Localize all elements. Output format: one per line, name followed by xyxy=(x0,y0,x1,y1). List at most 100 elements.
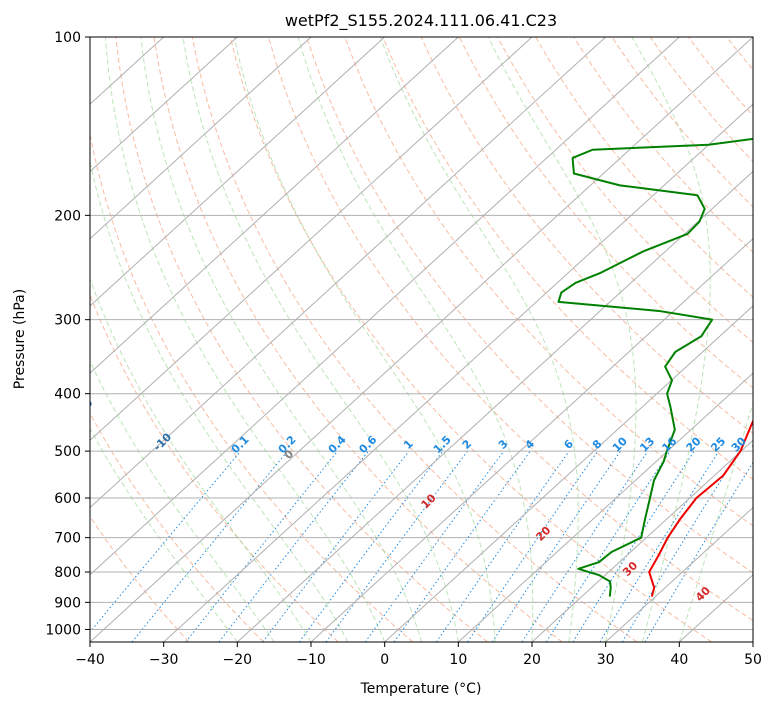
isotherm-line xyxy=(457,372,753,642)
dry-adiabat xyxy=(306,37,753,574)
isotherm-line xyxy=(384,305,753,642)
isotherm-line xyxy=(90,37,753,642)
dry-adiabat xyxy=(725,37,753,71)
y-tick-label: 600 xyxy=(54,491,81,507)
mixing-ratio-line xyxy=(467,450,599,642)
isotherm-line xyxy=(310,237,753,642)
y-tick-label: 900 xyxy=(54,595,81,611)
moist-adiabat xyxy=(379,37,579,642)
y-tick-label: 300 xyxy=(54,313,81,329)
mixing-ratio-label: 0.4 xyxy=(326,433,349,456)
y-axis-label: Pressure (hPa) xyxy=(12,289,28,389)
mixing-ratio-line xyxy=(298,450,444,642)
mixing-ratio-lines xyxy=(90,450,753,642)
mixing-ratio-label: 13 xyxy=(637,435,657,455)
dry-adiabat xyxy=(649,37,753,163)
isotherm-line xyxy=(605,506,753,642)
dry-adiabat xyxy=(229,37,712,642)
mixing-ratio-label: 3 xyxy=(496,437,511,452)
sounding-series xyxy=(557,137,753,597)
mixing-ratio-line xyxy=(572,450,695,642)
isotherm-line xyxy=(752,641,753,642)
moist-adiabat xyxy=(90,159,349,642)
x-tick-label: 20 xyxy=(523,652,541,668)
dry-adiabat xyxy=(573,37,753,253)
mixing-ratio-line xyxy=(218,450,369,642)
y-tick-label: 1000 xyxy=(45,622,81,638)
mixing-ratio-line xyxy=(262,450,410,642)
dry-adiabat xyxy=(497,37,753,344)
mixing-ratio-label: 0.2 xyxy=(276,433,299,456)
mixing-ratio-label: 0.6 xyxy=(356,433,379,456)
mixing-ratio-line xyxy=(621,450,740,642)
x-tick-label: −20 xyxy=(223,652,253,668)
adiabat-labels: -100-90-80-70-60-50-40-30-20-10010203040… xyxy=(72,396,770,604)
isotherm-line xyxy=(236,170,753,642)
y-tick-label: 700 xyxy=(54,531,81,547)
mixing-ratio-line xyxy=(90,450,242,633)
moist-adiabat xyxy=(631,37,711,642)
x-tick-label: 40 xyxy=(670,652,688,668)
isotherm-line xyxy=(90,37,312,240)
dry-adiabat-label: -20 xyxy=(72,396,95,419)
plot-frame xyxy=(89,36,754,643)
x-tick-label: 0 xyxy=(380,652,389,668)
moist-adiabat xyxy=(233,37,496,642)
mixing-ratio-line xyxy=(545,450,671,642)
mixing-ratio-label: 8 xyxy=(590,437,605,452)
moist-adiabat xyxy=(90,277,312,642)
moist-adiabat-label: 10 xyxy=(419,491,439,511)
mixing-ratio-line xyxy=(364,450,505,642)
moist-adiabat xyxy=(487,37,637,642)
mixing-ratio-label: 36 xyxy=(750,434,770,454)
x-tick-label: −30 xyxy=(149,652,179,668)
x-axis-label: Temperature (°C) xyxy=(360,681,482,697)
mixing-ratio-line xyxy=(436,450,570,642)
y-tick-label: 200 xyxy=(54,208,81,224)
y-tick-label: 400 xyxy=(54,387,81,403)
x-tick-label: 30 xyxy=(597,652,615,668)
isotherm-line xyxy=(531,439,753,642)
mixing-ratio-line xyxy=(599,450,720,642)
mixing-ratio-label: 25 xyxy=(708,435,728,455)
y-tick-label: 500 xyxy=(54,444,81,460)
moist-adiabat xyxy=(90,359,275,642)
dry-adiabat xyxy=(115,37,488,642)
mixing-ratio-label: 4 xyxy=(523,437,538,452)
dry-adiabat xyxy=(90,412,264,642)
x-tick-label: −40 xyxy=(75,652,105,668)
moist-adiabat xyxy=(678,401,753,642)
moist-adiabat xyxy=(140,37,422,642)
y-tick-label: 800 xyxy=(54,565,81,581)
moist-adiabat xyxy=(182,37,459,642)
isotherm-grid xyxy=(90,37,753,642)
mixing-ratio-label: 1 xyxy=(401,437,416,452)
dry-adiabat xyxy=(420,37,753,435)
mixing-ratio-line xyxy=(185,450,338,642)
dry-adiabat xyxy=(153,37,563,642)
moist-adiabat xyxy=(90,427,238,642)
mixing-ratio-line xyxy=(131,450,288,642)
moist-adiabat-label: 20 xyxy=(533,523,553,543)
moist-adiabat xyxy=(297,37,534,642)
dry-adiabat xyxy=(90,515,190,642)
x-tick-label: 10 xyxy=(449,652,467,668)
isotherm-line xyxy=(90,37,386,307)
isotherm-line xyxy=(90,37,459,374)
axis-ticks: −40 −30 −20 −10 0 10 20 30 40 50 100 200 300 400 500 60… xyxy=(45,30,762,668)
dry-adiabat xyxy=(765,37,775,642)
dry-adiabat xyxy=(268,37,753,622)
dewpoint-line xyxy=(557,137,753,597)
mixing-ratio-label: 0.1 xyxy=(229,433,252,456)
dry-adiabat xyxy=(611,37,753,208)
isotherm-line xyxy=(163,103,753,642)
isotherm-line xyxy=(90,37,607,509)
x-tick-label: −10 xyxy=(296,652,326,668)
dry-adiabat xyxy=(344,37,753,527)
mixing-ratio-line xyxy=(491,450,621,642)
isotherm-line xyxy=(90,37,238,173)
y-tick-label: 100 xyxy=(54,30,81,46)
dry-adiabat xyxy=(687,37,753,117)
moist-adiabat-label: 30 xyxy=(620,559,640,579)
mixing-ratio-line xyxy=(521,450,649,642)
